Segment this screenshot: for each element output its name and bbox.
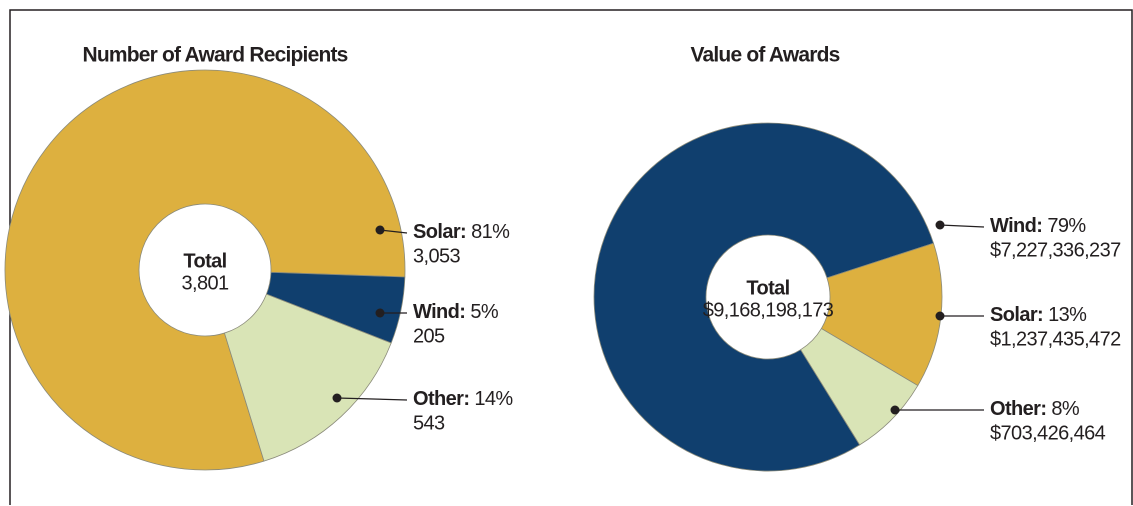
donut-slice — [593, 122, 934, 472]
slice-name: Other: — [990, 398, 1046, 420]
slice-label: Other: 14% — [413, 388, 513, 410]
slice-name: Wind: — [413, 301, 465, 323]
donut-slice — [820, 242, 943, 387]
slice-share: 5% — [470, 301, 499, 323]
slice-label: Wind: 5% — [413, 301, 499, 323]
slice-name: Solar: — [413, 221, 466, 243]
slice-name: Wind: — [990, 215, 1042, 237]
center-total: $9,168,198,173 — [703, 299, 834, 321]
slice-share: 81% — [471, 221, 510, 243]
slice-label: Solar: 13% — [990, 304, 1087, 326]
slice-value: 3,053 — [413, 245, 461, 267]
chart-title: Number of Award Recipients — [82, 44, 347, 67]
leader-line — [336, 397, 408, 401]
donut-slice — [223, 293, 392, 462]
center-title: Total — [183, 250, 226, 272]
slice-value: $7,227,336,237 — [990, 239, 1121, 261]
slice-label: Other: 8% — [990, 398, 1080, 420]
donut-slice — [4, 69, 406, 471]
slice-label: Wind: 79% — [990, 215, 1086, 237]
slice-value: 205 — [413, 325, 445, 347]
donut-slice — [800, 328, 919, 446]
slice-value: $1,237,435,472 — [990, 328, 1121, 350]
center-title: Total — [746, 277, 789, 299]
slice-share: 8% — [1051, 398, 1080, 420]
slice-share: 14% — [474, 388, 513, 410]
leader-line — [939, 224, 985, 228]
chart-title: Value of Awards — [690, 44, 839, 67]
slice-name: Solar: — [990, 304, 1043, 326]
center-total: 3,801 — [181, 272, 229, 294]
slice-label: Solar: 81% — [413, 221, 510, 243]
slice-value: 543 — [413, 412, 445, 434]
slice-share: 79% — [1047, 215, 1086, 237]
slice-share: 13% — [1048, 304, 1087, 326]
leader-line — [379, 229, 408, 234]
slice-name: Other: — [413, 388, 469, 410]
slice-value: $703,426,464 — [990, 422, 1106, 444]
